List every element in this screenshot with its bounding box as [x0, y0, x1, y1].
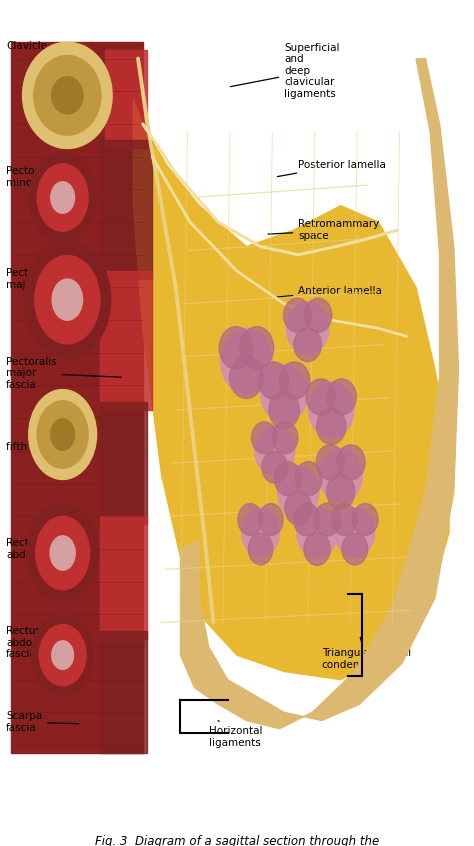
Ellipse shape [297, 508, 337, 558]
Ellipse shape [258, 362, 289, 399]
Polygon shape [100, 402, 147, 525]
Ellipse shape [51, 419, 74, 450]
Ellipse shape [261, 365, 308, 422]
Ellipse shape [316, 445, 345, 480]
Ellipse shape [259, 503, 283, 536]
Text: Triangular fascial
condensation: Triangular fascial condensation [322, 637, 411, 670]
Text: Pectoralis
major: Pectoralis major [6, 268, 79, 290]
Ellipse shape [283, 298, 311, 332]
Ellipse shape [34, 56, 101, 135]
Polygon shape [11, 42, 143, 753]
Text: Posterior lamella: Posterior lamella [277, 160, 386, 177]
Ellipse shape [23, 42, 112, 149]
Ellipse shape [285, 491, 312, 525]
Ellipse shape [248, 533, 273, 565]
Ellipse shape [274, 462, 301, 496]
Text: Clavicle: Clavicle [6, 41, 93, 57]
Ellipse shape [269, 392, 300, 429]
Ellipse shape [35, 255, 100, 343]
Ellipse shape [52, 279, 82, 321]
Ellipse shape [220, 328, 273, 393]
Text: Pectoralis
minor: Pectoralis minor [6, 167, 79, 188]
Text: fifth rib: fifth rib [6, 442, 79, 452]
Polygon shape [133, 100, 449, 679]
Polygon shape [100, 630, 147, 753]
Ellipse shape [252, 422, 277, 453]
Ellipse shape [319, 448, 362, 503]
Ellipse shape [286, 302, 329, 354]
Ellipse shape [304, 532, 330, 565]
Ellipse shape [240, 327, 273, 369]
Ellipse shape [277, 465, 319, 518]
Polygon shape [100, 140, 152, 279]
Ellipse shape [342, 533, 368, 565]
Ellipse shape [255, 426, 294, 475]
Text: Horizontal
ligaments: Horizontal ligaments [209, 721, 262, 748]
Text: Anterior lamella: Anterior lamella [277, 287, 382, 297]
Ellipse shape [335, 508, 374, 557]
Text: Retromammary
space: Retromammary space [268, 219, 380, 241]
Polygon shape [100, 271, 152, 410]
Ellipse shape [37, 401, 88, 468]
Ellipse shape [52, 77, 83, 114]
Ellipse shape [238, 503, 263, 536]
Polygon shape [105, 51, 147, 149]
Text: Fig. 3  Diagram of a sagittal section through the: Fig. 3 Diagram of a sagittal section thr… [95, 835, 379, 846]
Ellipse shape [295, 462, 322, 496]
Ellipse shape [317, 409, 346, 444]
Polygon shape [100, 516, 147, 639]
Ellipse shape [279, 362, 310, 399]
Ellipse shape [32, 614, 94, 696]
Ellipse shape [304, 298, 332, 332]
Ellipse shape [352, 503, 378, 536]
Ellipse shape [327, 379, 356, 415]
Text: Superficial
and
deep
clavicular
ligaments: Superficial and deep clavicular ligament… [230, 42, 340, 99]
Text: Pectoralis
major
fascia: Pectoralis major fascia [6, 357, 121, 390]
Ellipse shape [27, 504, 99, 602]
Ellipse shape [294, 327, 321, 361]
Ellipse shape [219, 327, 253, 369]
Polygon shape [181, 58, 458, 728]
Ellipse shape [36, 516, 90, 590]
Ellipse shape [293, 503, 320, 536]
Ellipse shape [52, 640, 73, 669]
Ellipse shape [29, 152, 97, 243]
Ellipse shape [39, 624, 86, 686]
Ellipse shape [229, 356, 263, 398]
Ellipse shape [24, 241, 111, 359]
Text: Rectus
abdominis: Rectus abdominis [6, 538, 79, 560]
Text: Rectus
abdominis
fascia: Rectus abdominis fascia [6, 626, 79, 660]
Text: Scarpa
fascia: Scarpa fascia [6, 711, 79, 733]
Ellipse shape [337, 445, 365, 480]
Ellipse shape [306, 379, 336, 415]
Ellipse shape [272, 422, 298, 453]
Ellipse shape [309, 382, 354, 437]
Ellipse shape [327, 474, 355, 509]
Ellipse shape [37, 164, 88, 231]
Ellipse shape [242, 508, 279, 557]
Ellipse shape [51, 182, 74, 213]
Ellipse shape [29, 389, 97, 480]
Ellipse shape [50, 536, 75, 570]
Ellipse shape [332, 503, 357, 536]
Ellipse shape [314, 503, 341, 536]
Ellipse shape [262, 451, 288, 483]
